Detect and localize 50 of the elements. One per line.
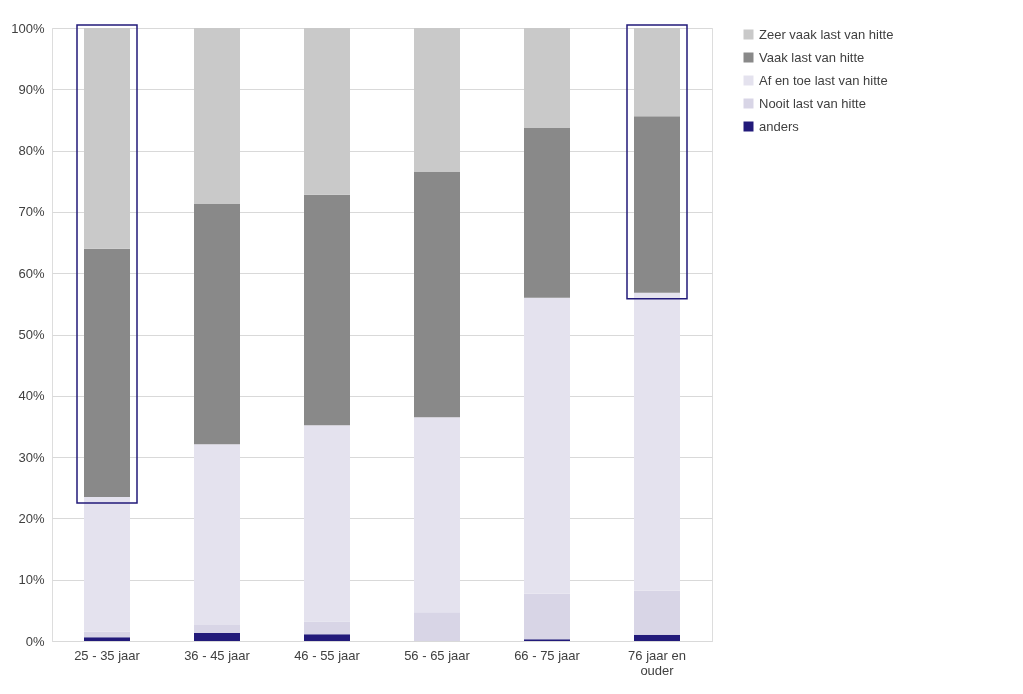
y-tick-label: 40% (18, 388, 45, 404)
bar (414, 172, 460, 418)
legend-label: Vaak last van hitte (759, 49, 865, 65)
y-tick-label: 50% (18, 327, 45, 342)
legend-label: Nooit last van hitte (759, 95, 866, 111)
bar (634, 116, 680, 293)
bar (194, 28, 240, 204)
bar (84, 496, 130, 632)
legend-label: Zeer vaak last van hitte (759, 26, 894, 42)
x-tick-label: 76 jaar en ouder (628, 647, 686, 678)
bar (84, 248, 130, 497)
bar (84, 28, 130, 249)
bar (414, 28, 460, 173)
bar (304, 28, 350, 195)
y-tick-label: 20% (18, 510, 45, 526)
legend-label: Af en toe last van hitte (759, 72, 888, 88)
bar (634, 590, 680, 635)
bar (304, 425, 350, 622)
x-tick-label: 36 - 45 jaar (184, 647, 251, 663)
bar (194, 444, 240, 626)
bar (524, 28, 570, 128)
x-tick-label: 56 - 65 jaar (404, 647, 471, 663)
x-tick-label: 66 - 75 jaar (514, 647, 581, 663)
bar (194, 625, 240, 634)
bar (304, 621, 350, 635)
bar (194, 203, 240, 445)
bar (524, 297, 570, 594)
x-tick-label: 46 - 55 jaar (294, 647, 361, 663)
bar (304, 194, 350, 426)
y-tick-label: 10% (18, 572, 45, 588)
bar (524, 593, 570, 640)
bar (414, 612, 460, 641)
y-tick-label: 60% (18, 265, 45, 281)
x-tick-label: 25 - 35 jaar (74, 647, 141, 663)
y-tick-label: 30% (18, 449, 45, 465)
y-tick-label: 0% (25, 633, 45, 649)
bar (414, 417, 460, 613)
bar (634, 634, 680, 641)
bar (194, 633, 240, 641)
bar (634, 28, 680, 117)
y-tick-label: 70% (18, 204, 45, 220)
bar (304, 634, 350, 641)
y-tick-label: 90% (18, 81, 45, 97)
bar (84, 637, 130, 641)
bar (84, 631, 130, 638)
bar (524, 127, 570, 298)
y-tick-label: 100% (11, 20, 45, 36)
y-tick-label: 80% (18, 143, 45, 159)
bar (634, 292, 680, 591)
legend-label: anders (759, 118, 800, 134)
